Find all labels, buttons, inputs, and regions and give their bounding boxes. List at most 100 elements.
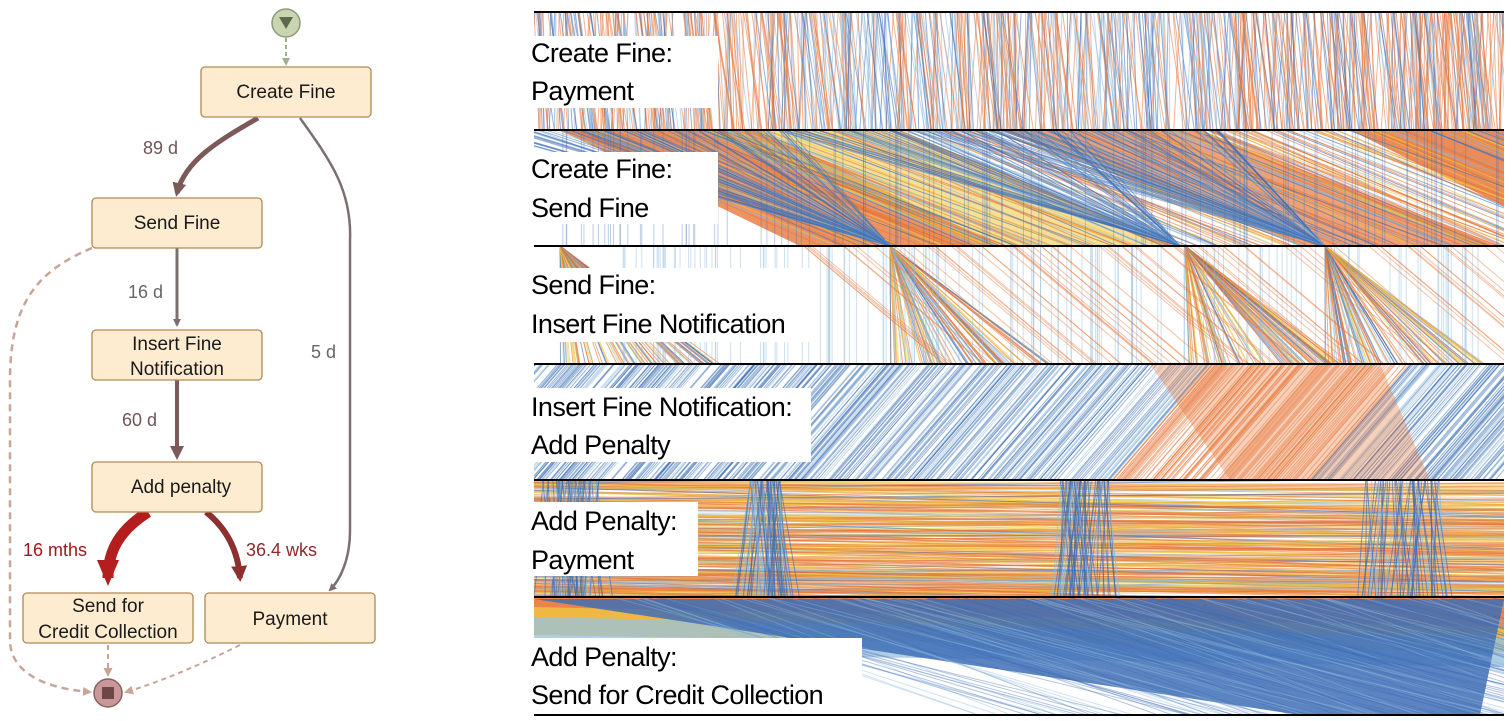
spectrum-trace bbox=[1160, 364, 1262, 479]
spectrum-trace bbox=[1184, 246, 1227, 363]
spectrum-trace bbox=[1426, 480, 1439, 596]
spectrum-trace bbox=[1407, 367, 1504, 479]
spectrum-trace bbox=[689, 12, 711, 129]
spectrum-trace bbox=[683, 130, 890, 245]
spectrum-trace bbox=[721, 130, 1039, 245]
spectrum-trace bbox=[545, 130, 889, 245]
spectrum-trace bbox=[1053, 12, 1064, 129]
spectrum-trace bbox=[829, 12, 846, 129]
spectrum-trace bbox=[1318, 364, 1419, 479]
spectrum-trace bbox=[1197, 12, 1200, 129]
spectrum-trace bbox=[1003, 130, 1324, 245]
spectrum-trace bbox=[819, 12, 830, 129]
spectrum-trace bbox=[854, 364, 955, 479]
spectrum-trace bbox=[750, 12, 758, 129]
spectrum-trace bbox=[1184, 246, 1265, 363]
spectrum-trace bbox=[1234, 12, 1247, 129]
spectrum-trace bbox=[716, 364, 818, 479]
spectrum-trace bbox=[1336, 12, 1345, 129]
spectrum-trace bbox=[1165, 364, 1266, 479]
spectrum-trace bbox=[785, 597, 1193, 715]
spectrum-trace bbox=[842, 246, 983, 363]
spectrum-trace bbox=[840, 12, 852, 129]
spectrum-trace bbox=[889, 246, 913, 363]
spectrum-trace bbox=[1461, 12, 1473, 129]
spectrum-trace bbox=[644, 597, 1080, 715]
spectrum-trace bbox=[638, 12, 659, 129]
spectrum-trace bbox=[655, 364, 756, 479]
spectrum-trace bbox=[1405, 365, 1504, 479]
node-send-fine[interactable]: Send Fine bbox=[91, 197, 263, 249]
spectrum-trace bbox=[1377, 12, 1389, 129]
spectrum-trace bbox=[1275, 364, 1376, 479]
spectrum-trace bbox=[1199, 12, 1206, 129]
spectrum-trace bbox=[1467, 436, 1504, 479]
node-create-fine[interactable]: Create Fine bbox=[200, 66, 372, 118]
spectrum-trace bbox=[544, 480, 553, 596]
node-payment[interactable]: Payment bbox=[204, 592, 376, 644]
spectrum-trace bbox=[917, 364, 1018, 479]
spectrum-bundle bbox=[1000, 130, 1498, 245]
spectrum-trace bbox=[972, 130, 1324, 245]
spectrum-trace bbox=[1196, 246, 1337, 363]
spectrum-trace bbox=[1203, 364, 1305, 479]
node-send-for-credit-collection[interactable]: Send for Credit Collection bbox=[22, 592, 194, 644]
spectrum-trace bbox=[870, 12, 875, 129]
spectrum-trace bbox=[1380, 12, 1398, 129]
spectrum-trace bbox=[534, 568, 1504, 583]
node-insert-fine-notification[interactable]: Insert Fine Notification bbox=[91, 329, 263, 381]
spectrum-trace bbox=[1437, 597, 1504, 620]
spectrum-trace bbox=[589, 12, 608, 129]
spectrum-trace bbox=[1056, 130, 1180, 245]
spectrum-trace bbox=[534, 582, 1504, 588]
spectrum-trace bbox=[1186, 12, 1198, 129]
spectrum-trace bbox=[1072, 364, 1173, 479]
spectrum-trace bbox=[534, 572, 1504, 580]
spectrum-trace bbox=[679, 364, 781, 479]
spectrum-trace bbox=[1255, 12, 1275, 129]
spectrum-trace bbox=[1184, 246, 1223, 363]
spectrum-trace bbox=[664, 130, 890, 245]
spectrum-trace bbox=[1391, 12, 1394, 129]
spectrum-trace bbox=[934, 246, 1075, 363]
spectrum-trace bbox=[1428, 130, 1504, 162]
spectrum-trace bbox=[1432, 597, 1504, 623]
spectrum-trace bbox=[767, 12, 776, 129]
spectrum-trace bbox=[538, 364, 639, 479]
spectrum-trace bbox=[1184, 246, 1224, 363]
spectrum-trace bbox=[1387, 12, 1393, 129]
spectrum-trace bbox=[1342, 12, 1349, 129]
spectrum-trace bbox=[1211, 130, 1488, 245]
spectrum-trace bbox=[889, 246, 1003, 363]
spectrum-trace bbox=[966, 12, 971, 129]
spectrum-trace bbox=[534, 540, 1504, 570]
spectrum-trace bbox=[1158, 364, 1259, 479]
spectrum-trace bbox=[732, 130, 996, 245]
spectrum-trace bbox=[1301, 597, 1504, 665]
spectrum-trace bbox=[897, 12, 905, 129]
spectrum-trace bbox=[1056, 12, 1064, 129]
spectrum-trace bbox=[534, 492, 1504, 500]
spectrum-trace bbox=[1055, 12, 1074, 129]
spectrum-trace bbox=[869, 130, 1179, 245]
spectrum-trace bbox=[1003, 364, 1104, 479]
spectrum-trace bbox=[1288, 130, 1504, 218]
spectrum-trace bbox=[986, 12, 999, 129]
spectrum-trace bbox=[534, 547, 1504, 572]
spectrum-trace bbox=[664, 130, 938, 245]
spectrum-trace bbox=[1476, 12, 1483, 129]
spectrum-trace bbox=[678, 364, 779, 479]
spectrum-trace bbox=[997, 364, 1098, 479]
spectrum-trace bbox=[534, 492, 1504, 501]
spectrum-trace bbox=[534, 533, 1504, 551]
spectrum-trace bbox=[1291, 364, 1392, 479]
spectrum-trace bbox=[534, 499, 1504, 514]
node-add-penalty[interactable]: Add penalty bbox=[91, 461, 263, 513]
spectrum-trace bbox=[1244, 130, 1504, 245]
spectrum-trace bbox=[570, 12, 583, 129]
spectrum-trace bbox=[1051, 130, 1180, 245]
spectrum-trace bbox=[534, 528, 1504, 534]
spectrum-trace bbox=[643, 12, 662, 129]
spectrum-trace bbox=[534, 550, 1504, 577]
spectrum-trace bbox=[1032, 130, 1324, 245]
